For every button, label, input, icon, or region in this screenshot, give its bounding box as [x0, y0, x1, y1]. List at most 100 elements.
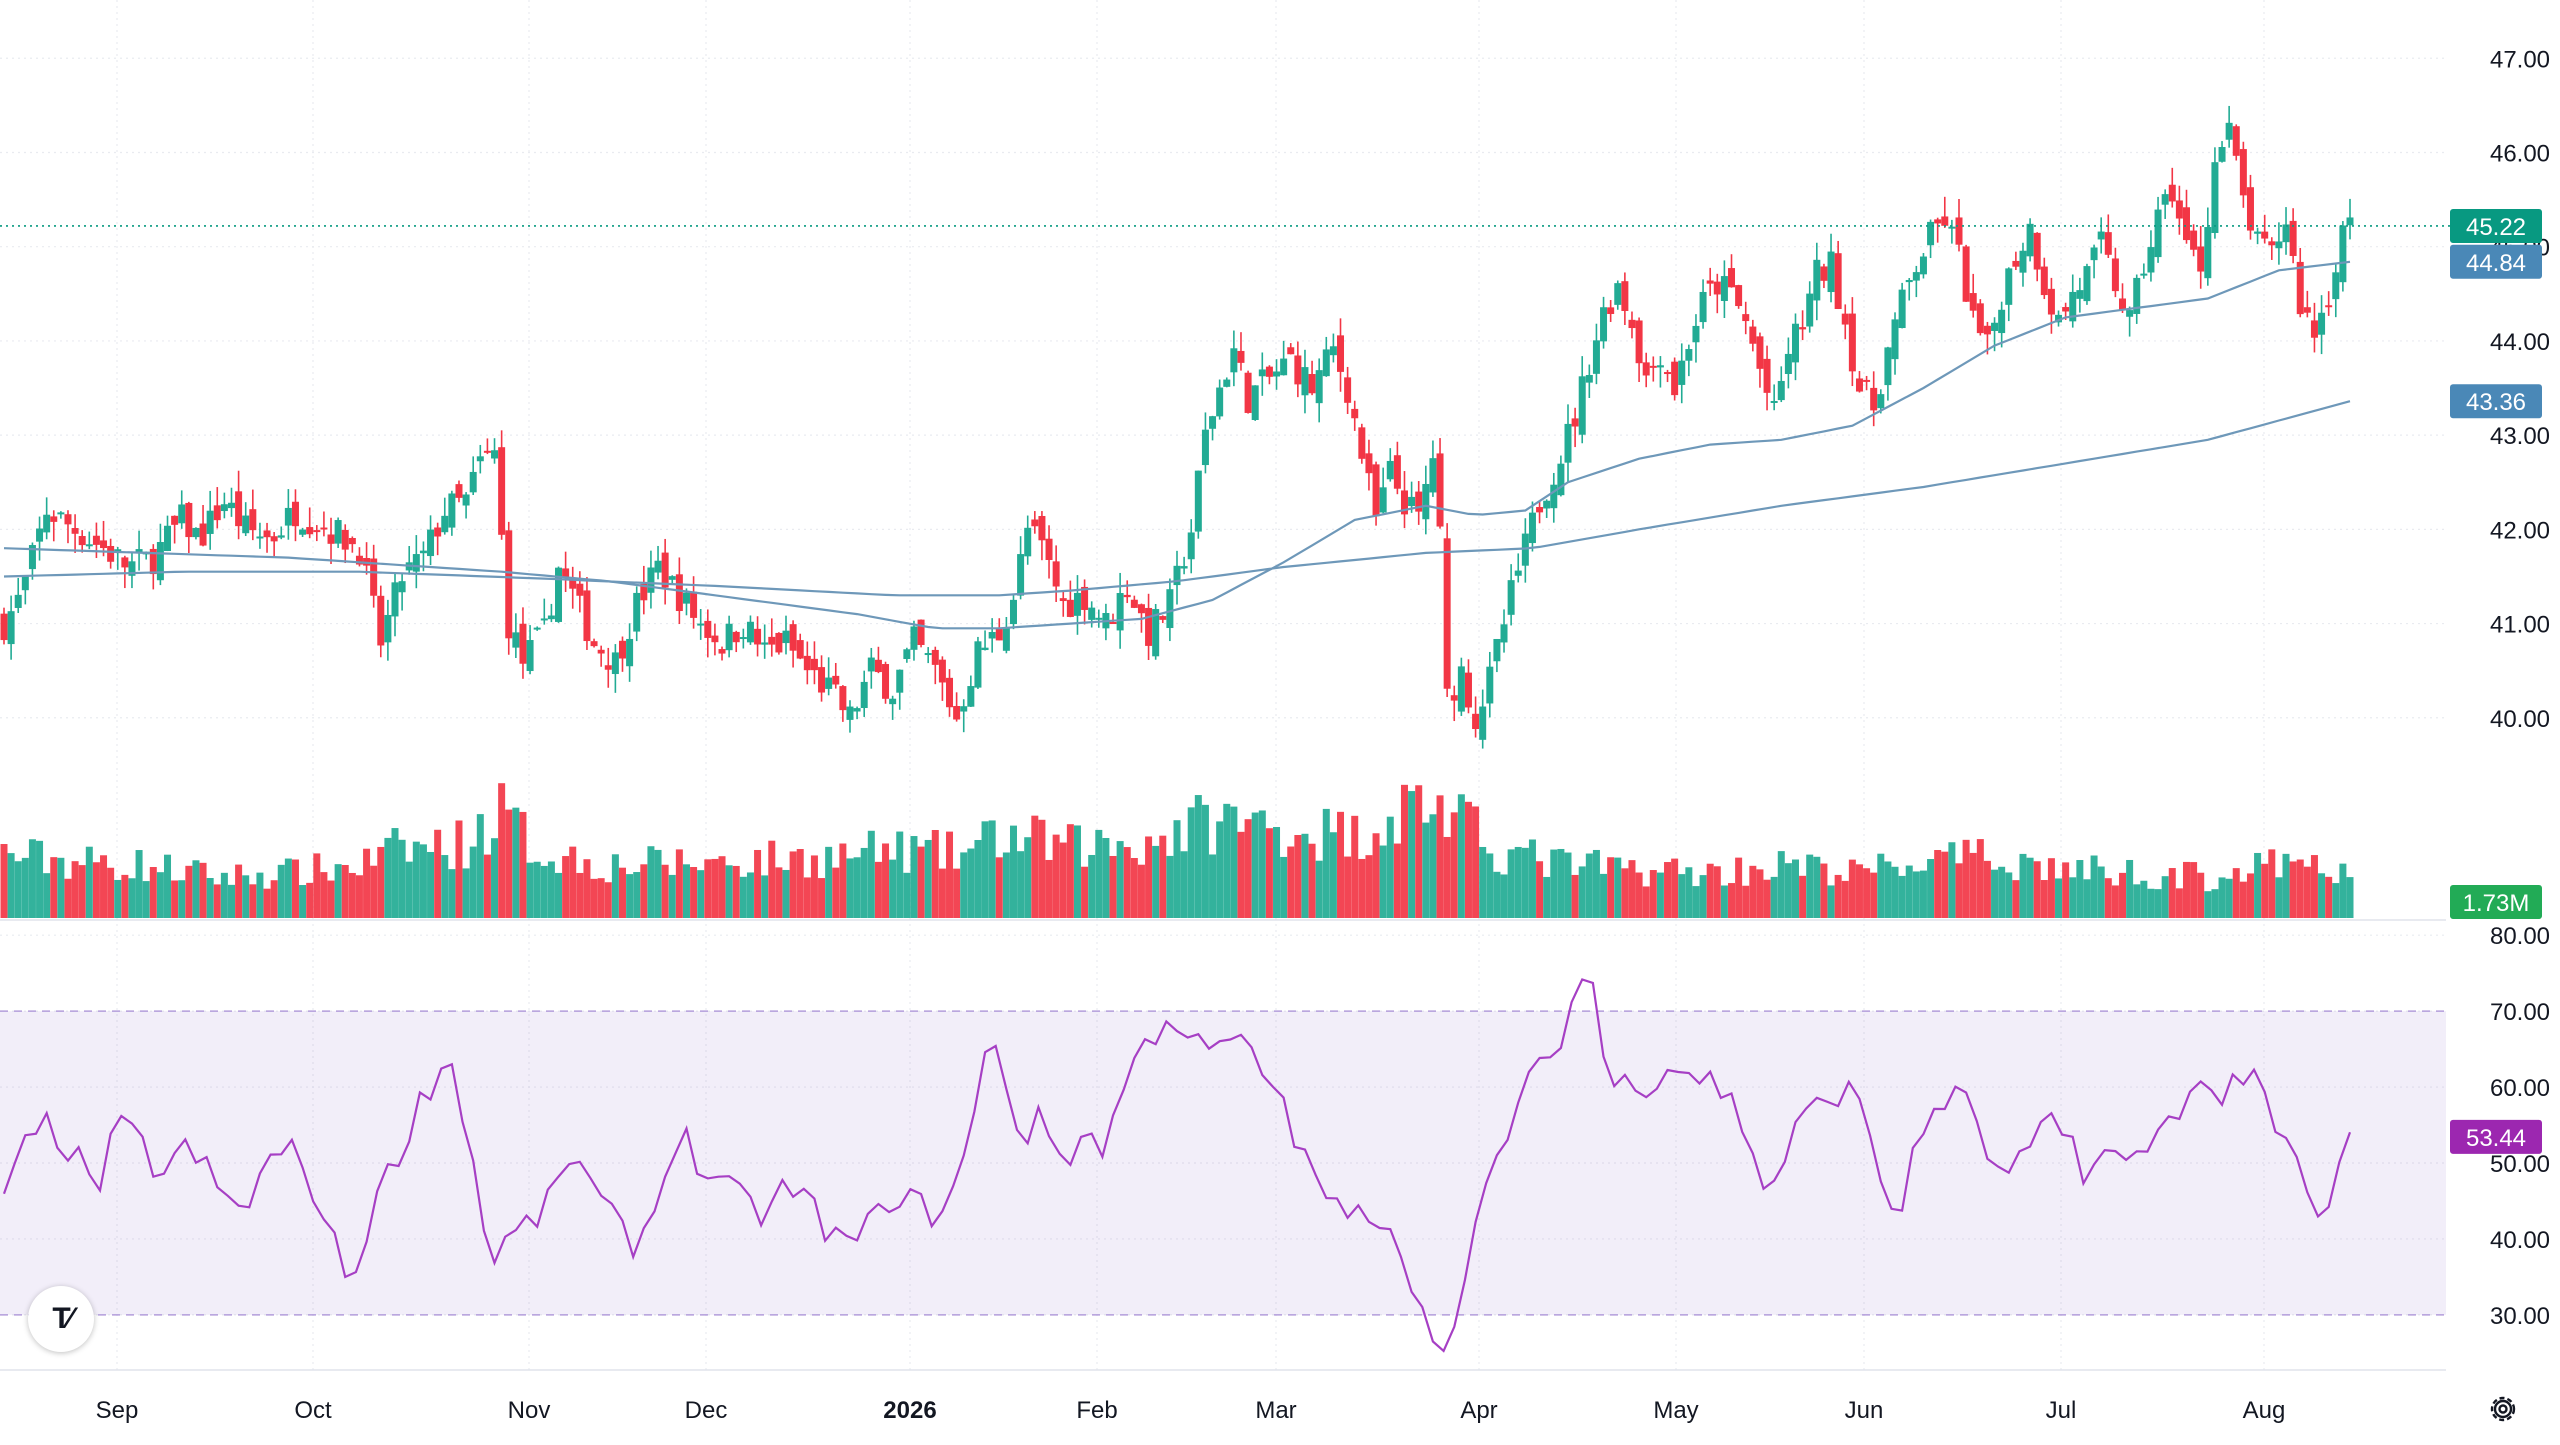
candle-body [1237, 350, 1245, 363]
candle-body [640, 583, 648, 601]
tradingview-logo[interactable]: T⁄ [28, 1286, 94, 1352]
volume-bar [988, 820, 996, 918]
volume-bar [2104, 878, 2112, 918]
volume-bar [2019, 853, 2027, 918]
candle-body [1209, 416, 1217, 429]
rsi-tag-bg [2450, 1119, 2542, 1154]
volume-bar [2182, 861, 2190, 918]
rsi-axis[interactable]: 30.00 40.00 50.00 60.00 70.00 80.00 [2490, 923, 2550, 1330]
volume-bar [1671, 858, 1679, 918]
candle-body [1678, 360, 1686, 385]
candle-body [867, 657, 875, 672]
candle-body [476, 456, 484, 462]
candle-body [1799, 327, 1807, 330]
candle-body [2161, 194, 2169, 205]
volume-bar [1159, 835, 1167, 918]
time-axis[interactable]: Sep Oct Nov Dec 2026 Feb Mar Apr May Jun Jul Aug [96, 1397, 2286, 1424]
volume-bar [2211, 889, 2219, 918]
volume-bar [1863, 868, 1871, 918]
price-tick-label: 47.00 [2490, 46, 2550, 73]
candle-body [455, 484, 463, 498]
candle-body [1280, 358, 1288, 376]
volume-bar [1024, 837, 1032, 918]
rsi-band [0, 1011, 2446, 1315]
volume-bar [50, 857, 58, 918]
volume-bar [860, 847, 868, 918]
volume-bar [1130, 858, 1138, 918]
volume-bar [789, 851, 797, 918]
volume-bar [377, 846, 385, 918]
candle-body [391, 582, 399, 617]
volume-bar [284, 858, 292, 918]
volume-bar [469, 846, 477, 918]
volume-bar [647, 846, 655, 918]
candle-body [1770, 400, 1778, 403]
candle-body [597, 649, 605, 654]
candle-body [1671, 361, 1679, 396]
volume-bar [910, 836, 918, 918]
volume-bar [427, 851, 435, 918]
candle-body [782, 630, 790, 644]
volume-bar [185, 865, 193, 918]
volume-bar [1009, 825, 1017, 918]
candle-body [739, 637, 747, 640]
candle-body [1777, 380, 1785, 401]
volume-bar [85, 846, 93, 918]
candle-body [2026, 223, 2034, 257]
candle-body [1706, 280, 1714, 284]
candle-body [718, 649, 726, 654]
candle-body [1372, 464, 1380, 517]
volume-bar [1550, 849, 1558, 918]
candle-body [2090, 247, 2098, 261]
candle-body [832, 675, 840, 685]
volume-bar [704, 859, 712, 918]
volume-bar [2069, 877, 2077, 918]
volume-bar [1806, 854, 1814, 918]
time-tick-label: Jun [1845, 1397, 1884, 1424]
volume-bar [1870, 872, 1878, 918]
candle-body [1543, 500, 1551, 509]
candle-body [1216, 387, 1224, 417]
volume-bar [2097, 866, 2105, 918]
candle-body [1877, 394, 1885, 409]
candle-body [2275, 241, 2283, 249]
volume-bar [697, 870, 705, 918]
candle-body [1479, 706, 1487, 740]
volume-bar [1685, 867, 1693, 918]
candle-body [1486, 666, 1494, 704]
volume-bar [1365, 855, 1373, 918]
volume-bar [2111, 885, 2119, 918]
candle-body [71, 528, 79, 534]
candle-body [2076, 290, 2084, 299]
volume-bar [220, 872, 228, 918]
candle-body [256, 536, 264, 539]
candle-body [682, 592, 690, 604]
candle-body [2232, 126, 2240, 156]
candle-body [313, 530, 321, 533]
volume-bar [1088, 854, 1096, 918]
volume-tag: 1.73M [2463, 890, 2530, 917]
candle-body [1813, 259, 1821, 301]
candle-body [946, 677, 954, 708]
candle-body [2047, 288, 2055, 315]
volume-bar [1436, 795, 1444, 918]
volume-bar [946, 831, 954, 918]
rsi-tick-label: 70.00 [2490, 999, 2550, 1026]
volume-bar [1194, 795, 1202, 918]
gear-icon[interactable] [2486, 1392, 2520, 1426]
volume-bar [1777, 851, 1785, 918]
candle-body [64, 514, 72, 525]
candle-body [7, 611, 15, 645]
candle-body [1827, 251, 1835, 293]
volume-bar [1031, 815, 1039, 918]
volume-bar [1600, 873, 1608, 918]
candle-body [1130, 599, 1138, 608]
candle-body [2012, 260, 2020, 267]
candle-body [2126, 310, 2134, 317]
volume-bar [441, 855, 449, 918]
volume-bar [491, 838, 499, 918]
price-tick-label: 44.00 [2490, 329, 2550, 356]
candle-body [2303, 307, 2311, 313]
